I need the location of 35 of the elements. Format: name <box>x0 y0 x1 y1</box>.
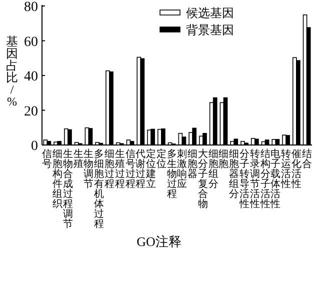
x-tick-label: 生殖 <box>73 148 84 170</box>
x-tick-label: 信号 <box>42 148 52 170</box>
x-tick-label: 细胞器组分 <box>229 148 240 200</box>
x-tick-label: 电子载体活性 <box>270 148 281 210</box>
x-tick-label: 生殖过程 <box>114 148 125 190</box>
legend-label: 候选基因 <box>186 6 234 20</box>
y-axis-title: 基因占比/% <box>6 34 18 108</box>
x-tick-label: 分子转导活性 <box>238 148 250 210</box>
x-tick-label: 细胞 <box>218 148 229 170</box>
y-tick-label: 80 <box>24 0 38 15</box>
x-tick-label: 刺激响应 <box>177 148 188 190</box>
x-tick-label: 定位建立 <box>145 148 156 190</box>
x-tick-label: 信号过程 <box>125 148 136 190</box>
x-tick-label: 催化活性 <box>290 149 302 190</box>
x-tick-label: 细胞组分 <box>208 148 218 190</box>
y-tick-label: 60 <box>24 34 38 50</box>
x-tick-label: 多细胞有机体过程 <box>94 148 104 230</box>
x-tick-label: 细胞构件组织 <box>52 148 63 210</box>
x-tick-label: 代谢过程 <box>134 149 146 190</box>
y-tick-label: 20 <box>24 104 38 120</box>
x-tick-label: 多生物过程 <box>166 148 177 200</box>
x-tick-label: 大分子复合物 <box>198 148 208 210</box>
legend-label: 背景基因 <box>186 23 234 37</box>
x-tick-label: 转录调节活性 <box>248 148 260 210</box>
y-tick-label: 0 <box>31 139 38 154</box>
x-axis-title: GO注释 <box>136 234 182 249</box>
x-tick-label: 结构分子活性 <box>259 148 270 210</box>
x-tick-label: 生物调节 <box>84 148 94 190</box>
y-tick-label: 40 <box>24 70 38 84</box>
x-tick-label: 转运活性 <box>280 148 292 190</box>
x-tick-label: 细胞过程 <box>104 148 114 190</box>
x-tick-label: 生物合成过程调节 <box>62 148 73 230</box>
x-tick-label: 定位 <box>156 148 166 170</box>
x-tick-label: 细胞器 <box>188 148 198 180</box>
x-tick-label: 结合 <box>302 148 312 170</box>
